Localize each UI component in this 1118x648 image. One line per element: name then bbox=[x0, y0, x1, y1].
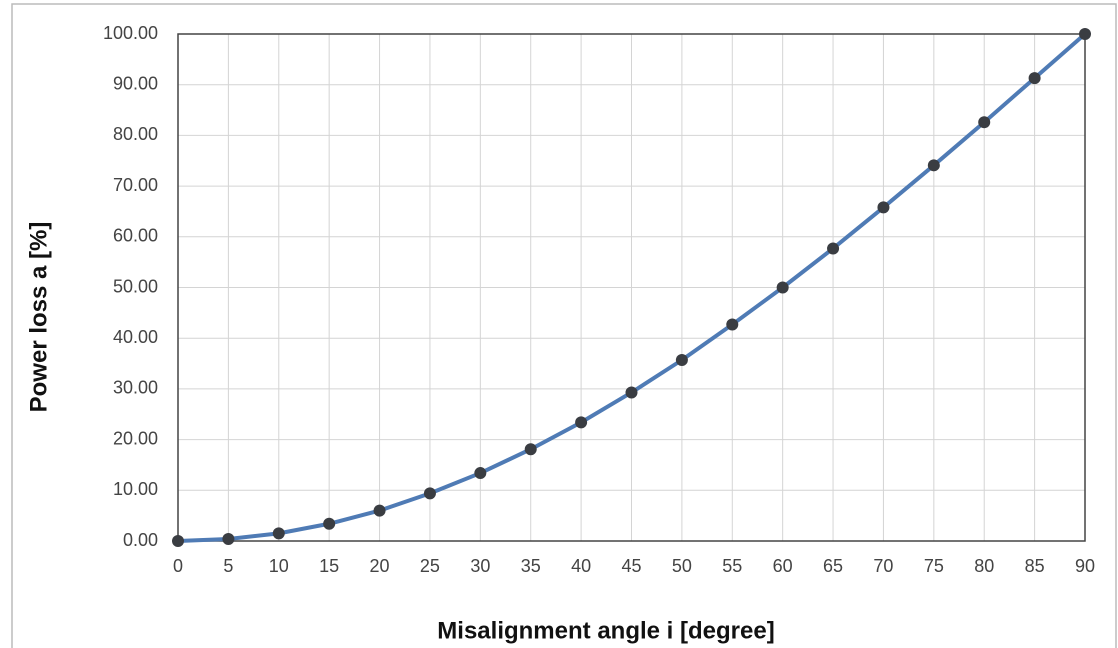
y-tick-label: 60.00 bbox=[113, 226, 158, 246]
x-tick-label: 55 bbox=[722, 556, 742, 576]
frame bbox=[11, 3, 1117, 648]
y-tick-label: 100.00 bbox=[103, 23, 158, 43]
x-tick-label: 5 bbox=[223, 556, 233, 576]
y-tick-label: 80.00 bbox=[113, 124, 158, 144]
data-point bbox=[373, 504, 386, 517]
x-tick-label: 60 bbox=[773, 556, 793, 576]
data-point bbox=[877, 201, 890, 214]
y-tick-label: 70.00 bbox=[113, 175, 158, 195]
data-point bbox=[1028, 72, 1041, 85]
data-point bbox=[675, 354, 688, 367]
data-point bbox=[272, 527, 285, 540]
x-tick-label: 65 bbox=[823, 556, 843, 576]
data-point bbox=[726, 318, 739, 331]
data-point bbox=[978, 116, 991, 129]
data-point bbox=[575, 416, 588, 429]
data-point bbox=[625, 386, 638, 399]
x-tick-label: 10 bbox=[269, 556, 289, 576]
x-axis-title: Misalignment angle i [degree] bbox=[437, 617, 774, 644]
x-tick-label: 75 bbox=[924, 556, 944, 576]
data-point bbox=[1079, 28, 1091, 40]
x-tick-label: 45 bbox=[621, 556, 641, 576]
y-tick-label: 20.00 bbox=[113, 428, 158, 448]
x-tick-label: 30 bbox=[470, 556, 490, 576]
data-point bbox=[827, 242, 840, 255]
data-point bbox=[776, 281, 789, 294]
x-tick-label: 35 bbox=[521, 556, 541, 576]
data-point bbox=[222, 532, 235, 545]
y-tick-label: 90.00 bbox=[113, 73, 158, 93]
y-tick-label: 10.00 bbox=[113, 479, 158, 499]
y-tick-label: 40.00 bbox=[113, 327, 158, 347]
x-tick-label: 85 bbox=[1025, 556, 1045, 576]
data-point bbox=[927, 159, 940, 172]
data-point bbox=[423, 487, 436, 500]
x-tick-label: 70 bbox=[873, 556, 893, 576]
x-tick-label: 90 bbox=[1075, 556, 1095, 576]
plot-border bbox=[177, 33, 1086, 542]
x-tick-label: 80 bbox=[974, 556, 994, 576]
x-tick-label: 20 bbox=[370, 556, 390, 576]
data-point bbox=[474, 467, 487, 480]
y-tick-label: 50.00 bbox=[113, 276, 158, 296]
x-tick-label: 0 bbox=[173, 556, 183, 576]
data-point bbox=[323, 517, 336, 530]
x-tick-label: 15 bbox=[319, 556, 339, 576]
y-tick-label: 0.00 bbox=[123, 530, 158, 550]
x-tick-label: 50 bbox=[672, 556, 692, 576]
data-point bbox=[524, 443, 537, 456]
y-tick-label: 30.00 bbox=[113, 378, 158, 398]
data-point bbox=[172, 535, 184, 547]
x-tick-label: 40 bbox=[571, 556, 591, 576]
x-tick-label: 25 bbox=[420, 556, 440, 576]
y-axis-title: Power loss a [%] bbox=[25, 222, 52, 413]
